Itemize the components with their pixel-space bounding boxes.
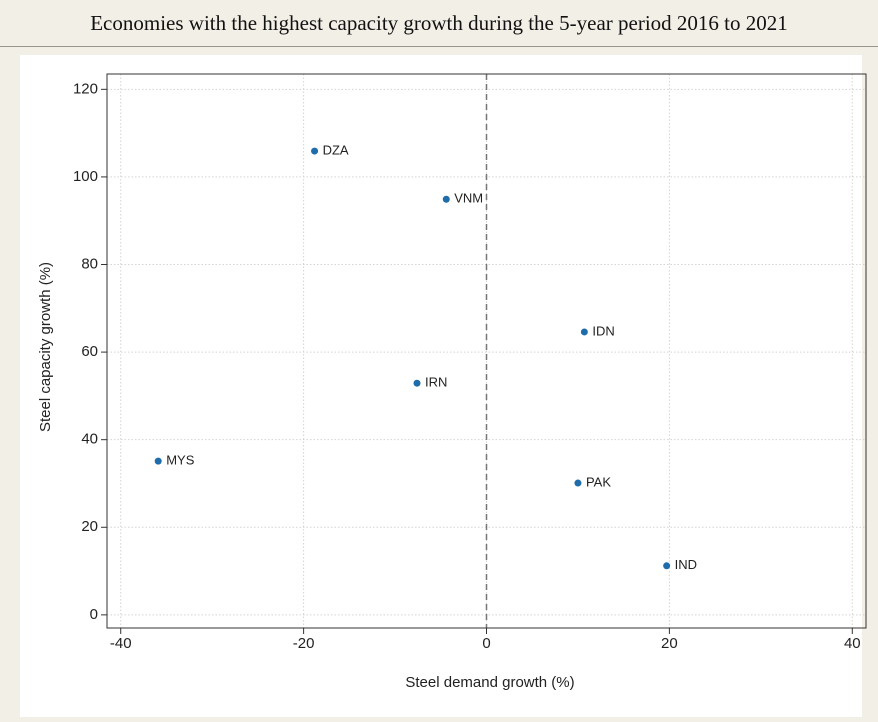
y-tick-label: 80	[81, 255, 98, 272]
point	[580, 328, 588, 336]
x-tick-label: -40	[110, 635, 132, 652]
point	[574, 479, 582, 487]
chart-panel	[20, 55, 862, 717]
y-tick-label: 60	[81, 343, 98, 360]
chart: Steel demand growth (%) Steel capacity g…	[20, 55, 867, 717]
point-label: VNM	[454, 191, 483, 206]
x-tick-label: -20	[293, 635, 315, 652]
point	[154, 457, 162, 465]
y-tick-label: 0	[90, 606, 98, 623]
point-label: IND	[675, 557, 697, 572]
point-label: IDN	[592, 323, 614, 338]
point	[663, 562, 671, 570]
point-label: PAK	[586, 474, 611, 489]
point-label: IRN	[425, 375, 447, 390]
point	[413, 379, 421, 387]
y-tick-label: 20	[81, 518, 98, 535]
point	[311, 147, 319, 155]
y-axis-label: Steel capacity growth (%)	[37, 262, 54, 432]
point-label: DZA	[323, 143, 349, 158]
y-tick-label: 100	[73, 168, 98, 185]
x-axis-label: Steel demand growth (%)	[405, 674, 574, 691]
figure-title: Economies with the highest capacity grow…	[0, 0, 878, 47]
plot-frame	[106, 73, 867, 629]
point-label: MYS	[166, 453, 195, 468]
x-tick-label: 0	[482, 635, 490, 652]
y-tick-label: 120	[73, 80, 98, 97]
y-tick-label: 40	[81, 431, 98, 448]
x-tick-label: 40	[844, 635, 861, 652]
x-tick-label: 20	[661, 635, 678, 652]
point	[442, 195, 450, 203]
